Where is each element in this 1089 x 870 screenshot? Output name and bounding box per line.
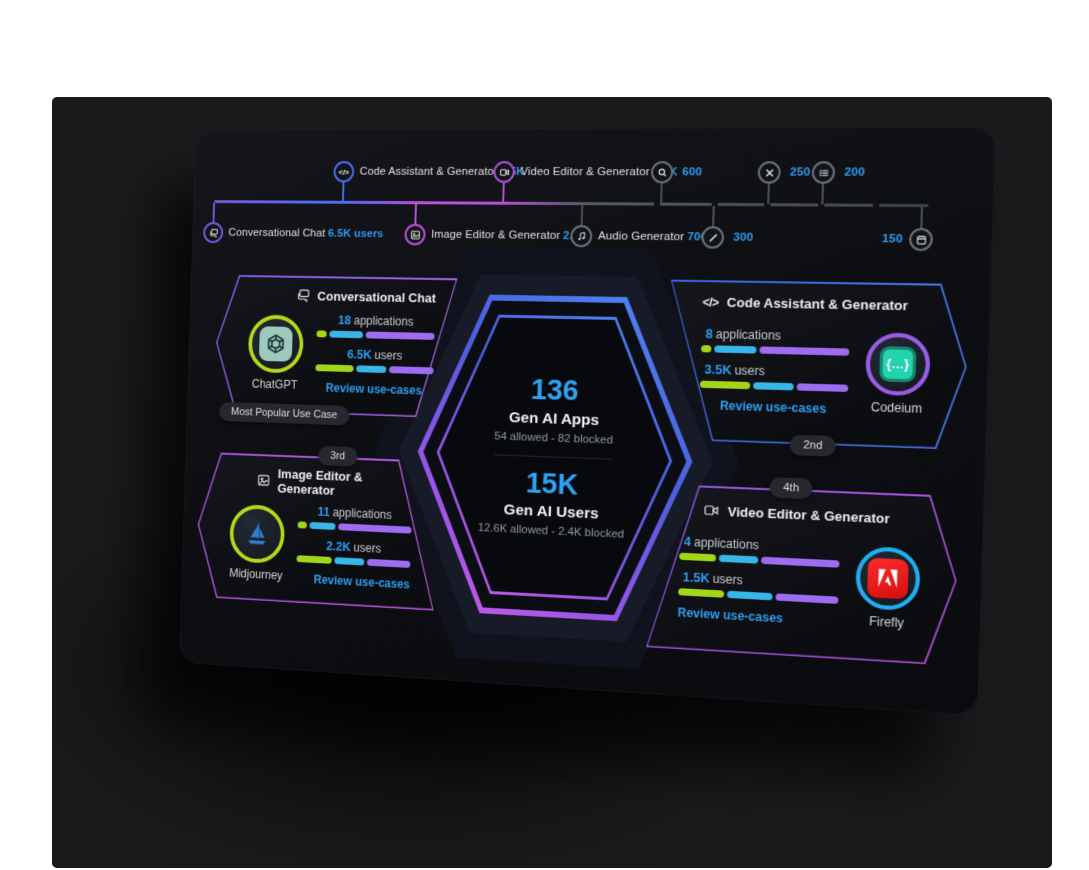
image-icon	[404, 224, 425, 246]
users-stat: 3.5K users	[700, 362, 849, 392]
timeline-item-250[interactable]: 250	[758, 161, 811, 184]
timeline-item-200[interactable]: 200	[811, 161, 865, 184]
timeline-item-conversational-chat[interactable]: Conversational Chat 6.5K users	[203, 222, 384, 245]
users-label: users	[734, 363, 765, 378]
dashboard-board: Conversational Chat 6.5K users </> Code A…	[179, 127, 996, 716]
users-bar	[315, 364, 433, 374]
users-label: users	[712, 572, 743, 588]
list-icon	[811, 161, 835, 184]
timeline-label: Image Editor & Generator	[431, 229, 560, 242]
midjourney-logo	[229, 503, 285, 563]
card-conversational-chat: Conversational Chat ChatGPT 18 applica	[214, 275, 458, 419]
timeline-item-600[interactable]: 600	[651, 161, 703, 183]
applications-stat: 18 applications	[316, 313, 435, 340]
applications-count: 4	[684, 535, 692, 550]
timeline-value: 300	[733, 232, 753, 244]
review-use-cases-link[interactable]: Review use-cases	[296, 572, 410, 592]
codeium-icon: {…}	[879, 346, 916, 382]
timeline-label: Video Editor & Generator	[520, 166, 649, 178]
applications-stat: 8 applications	[701, 326, 850, 355]
timeline-item-300[interactable]: 300	[701, 226, 753, 249]
timeline-item-audio-generator[interactable]: Audio Generator 700	[570, 225, 707, 249]
calendar-icon	[909, 228, 933, 251]
badge-2nd: 2nd	[789, 435, 836, 457]
review-use-cases-link[interactable]: Review use-cases	[677, 605, 838, 628]
gen-ai-users-detail: 12.6K allowed - 2.4K blocked	[478, 522, 624, 541]
users-bar	[296, 555, 410, 568]
users-label: users	[374, 348, 402, 362]
applications-label: applications	[354, 314, 414, 329]
app-name: Firefly	[869, 613, 904, 630]
applications-count: 8	[705, 326, 713, 340]
badge-4th: 4th	[769, 477, 813, 499]
card-video-editor: Video Editor & Generator 4 applications 1…	[646, 483, 959, 665]
gen-ai-users-count: 15K	[525, 468, 578, 502]
timeline-item-image-editor[interactable]: Image Editor & Generator2.2K	[404, 224, 587, 248]
users-label: users	[353, 541, 381, 556]
openai-icon	[259, 326, 293, 361]
adobe-icon	[867, 557, 909, 599]
video-icon	[703, 502, 720, 519]
codeium-logo: {…}	[865, 332, 931, 396]
dark-frame: Conversational Chat 6.5K users </> Code A…	[52, 97, 1052, 868]
timeline-value: 600	[682, 166, 702, 178]
card-image-editor: Image Editor & Generator Midjourney 11 ap…	[195, 452, 438, 611]
users-count: 2.2K	[326, 539, 351, 554]
image-icon	[257, 472, 271, 488]
gen-ai-apps-title: Gen AI Apps	[509, 409, 600, 430]
applications-bar	[298, 521, 412, 533]
users-count: 3.5K	[704, 362, 731, 377]
review-use-cases-link[interactable]: Review use-cases	[699, 397, 848, 416]
users-count: 6.5K	[347, 348, 372, 362]
timeline-value: 200	[844, 166, 865, 178]
timeline: Conversational Chat 6.5K users </> Code A…	[196, 127, 996, 130]
timeline-value: 250	[790, 166, 811, 178]
card-title: Conversational Chat	[317, 288, 436, 305]
timeline-value: 150	[882, 233, 903, 246]
applications-label: applications	[332, 506, 392, 522]
app-name: ChatGPT	[252, 376, 298, 391]
users-count: 1.5K	[682, 570, 709, 586]
chat-icon	[295, 287, 310, 303]
applications-count: 11	[317, 505, 330, 519]
timeline-value: 6.5K users	[328, 228, 384, 240]
applications-stat: 11 applications	[298, 504, 413, 534]
audio-icon	[570, 225, 592, 247]
code-icon: </>	[702, 295, 719, 310]
chatgpt-logo	[248, 314, 305, 373]
users-stat: 2.2K users	[296, 538, 411, 568]
users-stat: 6.5K users	[315, 347, 434, 374]
timeline-label: Audio Generator	[598, 230, 684, 243]
gen-ai-apps-detail: 54 allowed - 82 blocked	[494, 430, 613, 446]
firefly-logo	[855, 545, 921, 611]
app-name: Midjourney	[229, 566, 283, 582]
video-icon	[493, 161, 515, 183]
applications-stat: 4 applications	[679, 534, 840, 567]
gen-ai-apps-count: 136	[531, 375, 579, 408]
chat-icon	[203, 222, 223, 243]
timeline-label: Code Assistant & Generator	[360, 166, 498, 178]
badge-3rd: 3rd	[318, 446, 358, 467]
sailboat-icon	[243, 518, 271, 548]
applications-label: applications	[716, 327, 782, 343]
badge-most-popular: Most Popular Use Case	[219, 402, 350, 426]
applications-count: 18	[338, 313, 351, 327]
applications-bar	[316, 330, 434, 340]
tools-icon	[758, 161, 781, 184]
app-name: Codeium	[871, 400, 923, 416]
timeline-label: Conversational Chat	[228, 227, 325, 239]
card-code-assistant: </> Code Assistant & Generator 8 applicat…	[666, 280, 969, 450]
search-icon	[651, 161, 674, 183]
applications-bar	[701, 345, 849, 356]
divider	[494, 454, 612, 459]
users-bar	[700, 380, 848, 391]
pencil-icon	[701, 226, 724, 249]
review-use-cases-link[interactable]: Review use-cases	[315, 381, 433, 398]
gen-ai-users-title: Gen AI Users	[503, 502, 598, 524]
users-stat: 1.5K users	[678, 570, 839, 604]
timeline-item-150[interactable]: 150	[878, 228, 933, 251]
applications-label: applications	[694, 535, 759, 552]
code-icon: </>	[333, 161, 354, 182]
